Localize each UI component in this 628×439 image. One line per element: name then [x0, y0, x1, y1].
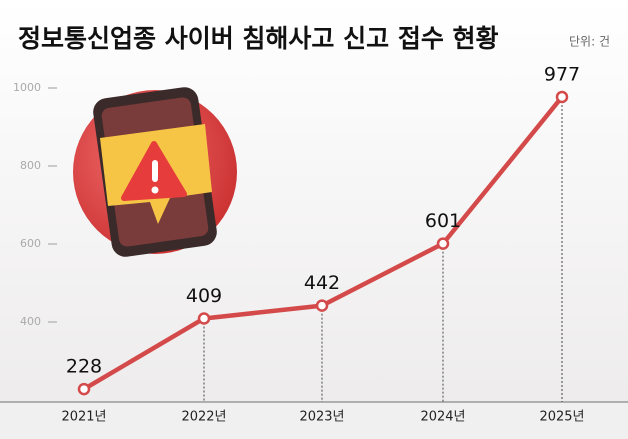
- data-label: 228: [66, 356, 102, 378]
- data-label: 977: [544, 63, 580, 85]
- y-tick-label: 1000: [13, 81, 41, 94]
- y-tick-label: 400: [20, 315, 41, 328]
- marker: [315, 299, 329, 312]
- axis-band: [0, 402, 628, 439]
- marker: [77, 382, 91, 396]
- data-label: 601: [425, 210, 461, 232]
- y-tick-label: 600: [20, 237, 41, 250]
- illustration: [73, 87, 237, 257]
- y-tick-label: 800: [20, 159, 41, 172]
- x-tick-label: 2022년: [181, 410, 226, 425]
- marker: [436, 237, 450, 250]
- x-tick-label: 2023년: [299, 410, 344, 425]
- marker: [197, 312, 211, 325]
- x-tick-label: 2025년: [539, 410, 584, 425]
- x-tick-label: 2024년: [420, 410, 465, 425]
- data-label: 409: [186, 285, 222, 307]
- chart-title: 정보통신업종 사이버 침해사고 신고 접수 현황: [18, 24, 499, 53]
- marker: [555, 90, 569, 104]
- unit-label: 단위: 건: [569, 35, 610, 49]
- data-label: 442: [304, 272, 340, 294]
- x-tick-label: 2021년: [61, 410, 106, 425]
